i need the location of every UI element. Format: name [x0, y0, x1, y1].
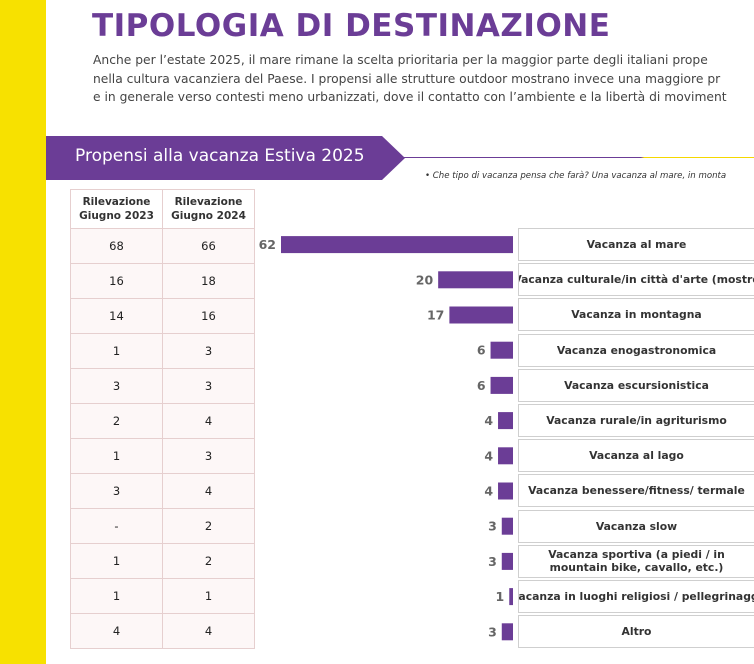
banner-arrow-shape — [46, 136, 405, 180]
category-box: Vacanza slow — [518, 509, 754, 543]
category-label: Vacanza in montagna — [571, 308, 702, 322]
category-label: Vacanza in luoghi religiosi / pellegrina… — [518, 590, 754, 603]
category-label: Vacanza benessere/fitness/ termale — [528, 484, 745, 498]
cell-2024: 16 — [162, 298, 255, 334]
banner-divider-line — [400, 157, 754, 158]
bar — [509, 588, 513, 606]
cell-2023: 1 — [70, 333, 163, 369]
cell-2023: 1 — [70, 438, 163, 474]
data-label: 3 — [488, 554, 497, 569]
yellow-side-band — [0, 0, 46, 664]
category-label: Vacanza enogastronomica — [556, 343, 717, 357]
table-header-row: Rilevazione Giugno 2023 Rilevazione Giugno… — [70, 189, 255, 229]
category-box: Vacanza in luoghi religiosi / pellegrina… — [518, 580, 754, 613]
header-2023: Rilevazione Giugno 2023 — [70, 189, 163, 229]
category-box: Vacanza culturale/in città d'arte (mostr… — [518, 263, 754, 297]
data-label: 6 — [477, 343, 486, 358]
data-label: 17 — [427, 308, 444, 323]
bar — [501, 552, 513, 570]
category-label: Altro — [621, 625, 652, 639]
intro-line: Anche per l’estate 2025, il mare rimane … — [93, 53, 708, 67]
category-label: Vacanza rurale/in agriturismo — [546, 414, 727, 427]
cell-2023: - — [70, 508, 163, 544]
section-label: Propensi alla vacanza Estiva 2025 — [75, 146, 365, 166]
category-box: Vacanza al mare — [518, 228, 754, 261]
bar — [501, 517, 513, 535]
bar — [281, 236, 513, 254]
data-label: 3 — [488, 519, 497, 534]
cell-2023: 16 — [70, 263, 163, 299]
data-label: 62 — [259, 237, 276, 252]
data-label: 20 — [416, 272, 434, 287]
data-label: 4 — [484, 413, 493, 428]
category-label: Vacanza sportiva (a piedi / in mountain … — [548, 548, 725, 575]
intro-text: Anche per l’estate 2025, il mare rimane … — [93, 51, 754, 107]
bar — [490, 341, 513, 359]
section-banner: Propensi alla vacanza Estiva 2025 — [46, 136, 405, 180]
category-box: Vacanza enogastronomica — [518, 333, 754, 367]
cell-2023: 3 — [70, 368, 163, 404]
cell-2023: 1 — [70, 578, 163, 614]
bar — [498, 447, 513, 465]
table-row: -2 — [70, 508, 255, 544]
data-label: 4 — [484, 484, 493, 499]
bar — [490, 376, 513, 394]
data-label: 1 — [496, 589, 505, 604]
data-label: 4 — [484, 448, 493, 463]
bar — [501, 623, 513, 641]
category-box: Vacanza escursionistica — [518, 368, 754, 402]
intro-line: e in generale verso contesti meno urbani… — [93, 90, 727, 104]
category-label: Vacanza slow — [595, 519, 678, 533]
cell-2023: 2 — [70, 403, 163, 439]
header-2024: Rilevazione Giugno 2024 — [162, 189, 255, 229]
category-label: Vacanza al mare — [586, 238, 687, 251]
category-label: Vacanza al lago — [589, 449, 684, 463]
bar — [498, 412, 513, 430]
table-row: 16 18 — [70, 263, 255, 299]
category-label: Vacanza culturale/in città d'arte (mostr… — [518, 273, 754, 287]
category-box: Altro — [518, 615, 754, 649]
category-box: Vacanza benessere/fitness/ termale — [518, 474, 754, 508]
survey-question: • Che tipo di vacanza pensa che farà? Un… — [425, 171, 727, 181]
data-label: 3 — [488, 624, 497, 639]
cell-2023: 14 — [70, 298, 163, 334]
bar — [449, 306, 513, 324]
category-box: Vacanza al lago — [518, 439, 754, 473]
category-box: Vacanza rurale/in agriturismo — [518, 404, 754, 437]
category-label: Vacanza escursionistica — [564, 378, 709, 392]
category-box: Vacanza sportiva (a piedi / in mountain … — [518, 544, 754, 578]
cell-2024: 4 — [162, 613, 255, 649]
category-box: Vacanza in montagna — [518, 298, 754, 332]
bar — [498, 482, 513, 500]
cell-2024: 3 — [162, 438, 255, 474]
cell-2024: 18 — [162, 263, 255, 299]
page-title: TIPOLOGIA DI DESTINAZIONE — [92, 8, 611, 44]
cell-2023: 68 — [70, 228, 163, 264]
table-body: 68 66 16 18 14 16 1 3 3 3 2 4 1 3 3 4-2 1 2 1 1 4 4 — [70, 228, 255, 649]
historical-table: Rilevazione Giugno 2023 Rilevazione Giugno… — [70, 189, 255, 649]
cell-2024: 3 — [162, 368, 255, 404]
data-label: 6 — [477, 378, 486, 393]
intro-line: nella cultura vacanziera del Paese. I pr… — [93, 71, 721, 86]
cell-2023: 3 — [70, 473, 163, 509]
table-row: 14 16 — [70, 298, 255, 334]
cell-2024: 2 — [162, 508, 255, 544]
bar — [438, 271, 513, 289]
cell-2024: 1 — [162, 578, 255, 614]
cell-2023: 4 — [70, 613, 163, 649]
